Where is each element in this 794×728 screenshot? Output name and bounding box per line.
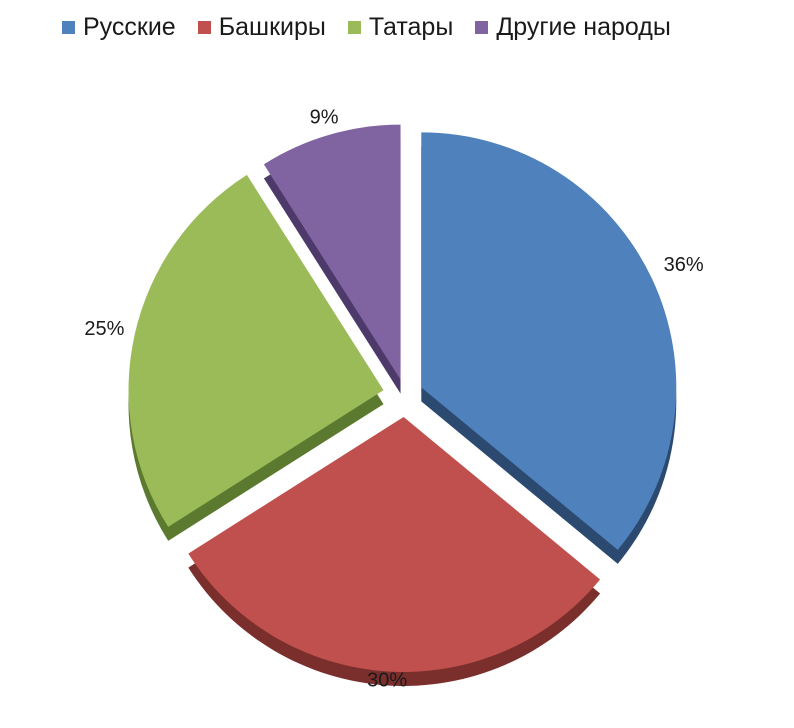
legend-item-tatars: Татары: [347, 12, 454, 42]
legend-item-russians: Русские: [62, 13, 176, 42]
slice-tatars: [128, 174, 384, 527]
slice-russians: [421, 132, 677, 550]
data-label-tatars: 25%: [84, 318, 124, 340]
slice-bashkirs: [188, 416, 601, 672]
data-label-bashkirs: 30%: [367, 669, 407, 691]
legend-swatch: [347, 20, 361, 34]
legend-item-other-peoples: Другие народы: [475, 13, 671, 42]
legend-label: Башкиры: [218, 12, 326, 41]
legend-item-bashkirs: Башкиры: [197, 12, 326, 42]
data-label-russians: 36%: [664, 254, 704, 276]
legend: Русские Башкиры Татары Другие народы: [62, 12, 671, 42]
legend-label: Татары: [368, 12, 454, 41]
slice-layer: [128, 124, 677, 672]
legend-label: Другие народы: [496, 12, 671, 41]
legend-swatch: [62, 20, 75, 34]
data-label-other-peoples: 9%: [310, 107, 339, 129]
legend-swatch: [475, 20, 489, 34]
slice-other-peoples: [263, 124, 401, 380]
legend-swatch: [197, 20, 211, 34]
legend-label: Русские: [83, 12, 176, 41]
data-label-layer: 36% 30% 25% 9%: [84, 107, 704, 692]
